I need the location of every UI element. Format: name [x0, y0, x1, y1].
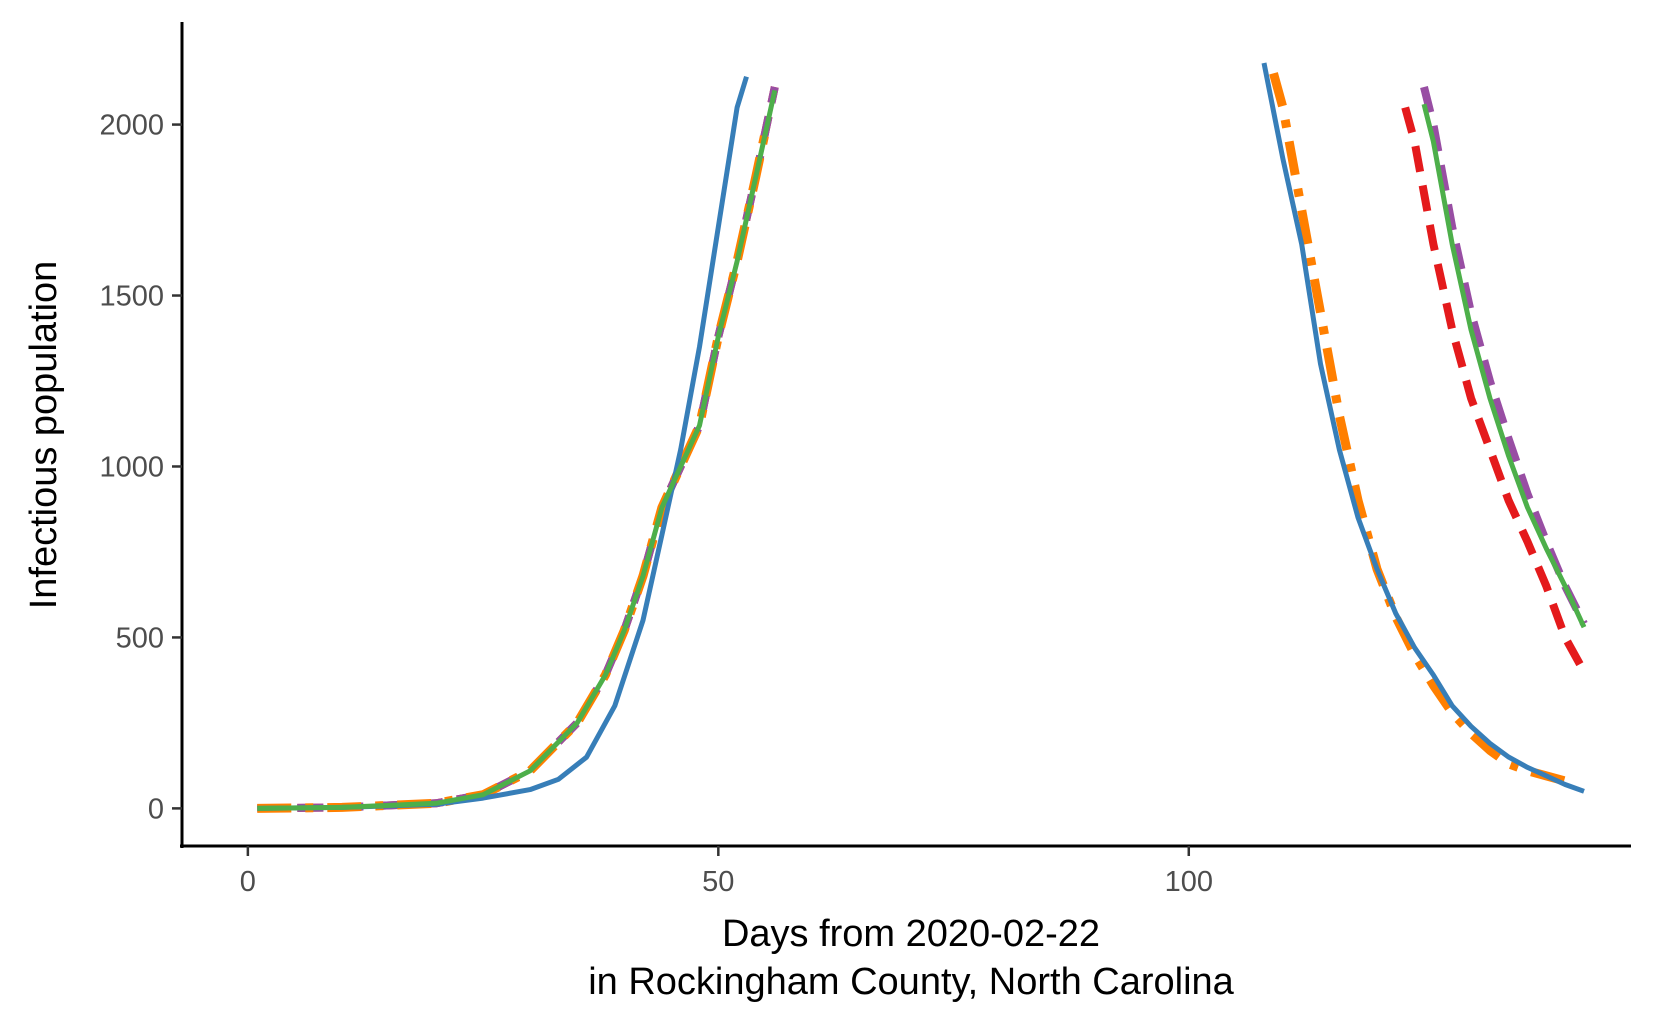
y-tick-label: 2000 [99, 110, 164, 142]
y-tick-label: 0 [148, 793, 164, 825]
y-tick-label: 500 [116, 622, 164, 654]
y-tick-label: 1000 [99, 451, 164, 483]
series-4-segment-1-line [257, 130, 770, 813]
series-2-segment-1-line [257, 86, 779, 813]
x-tick-label: 100 [1165, 866, 1213, 898]
series-5-segment-2-line [1421, 103, 1587, 629]
series-2-segment-2-line [1401, 106, 1588, 674]
x-axis-title-line1: Days from 2020-02-22 [722, 913, 1100, 955]
series-5-segment-1-line [257, 89, 778, 811]
series-4-segment-2-line [1269, 72, 1567, 786]
series-1-segment-2-line [1261, 62, 1585, 794]
x-tick-label: 0 [240, 866, 256, 898]
y-tick-label: 1500 [99, 281, 164, 313]
series-3-segment-1-line [257, 86, 779, 813]
plot-lines [257, 62, 1588, 813]
series-3-segment-2-line [1420, 86, 1588, 626]
series-1-segment-1-line [257, 75, 749, 811]
y-axis-title: Infectious population [23, 261, 65, 610]
x-tick-label: 50 [702, 866, 734, 898]
x-axis-title-line2: in Rockingham County, North Carolina [588, 961, 1234, 1003]
x-axis-ticks: 0 50 100 [240, 846, 1213, 898]
y-axis-ticks: 0 500 1000 1500 2000 [99, 110, 182, 825]
